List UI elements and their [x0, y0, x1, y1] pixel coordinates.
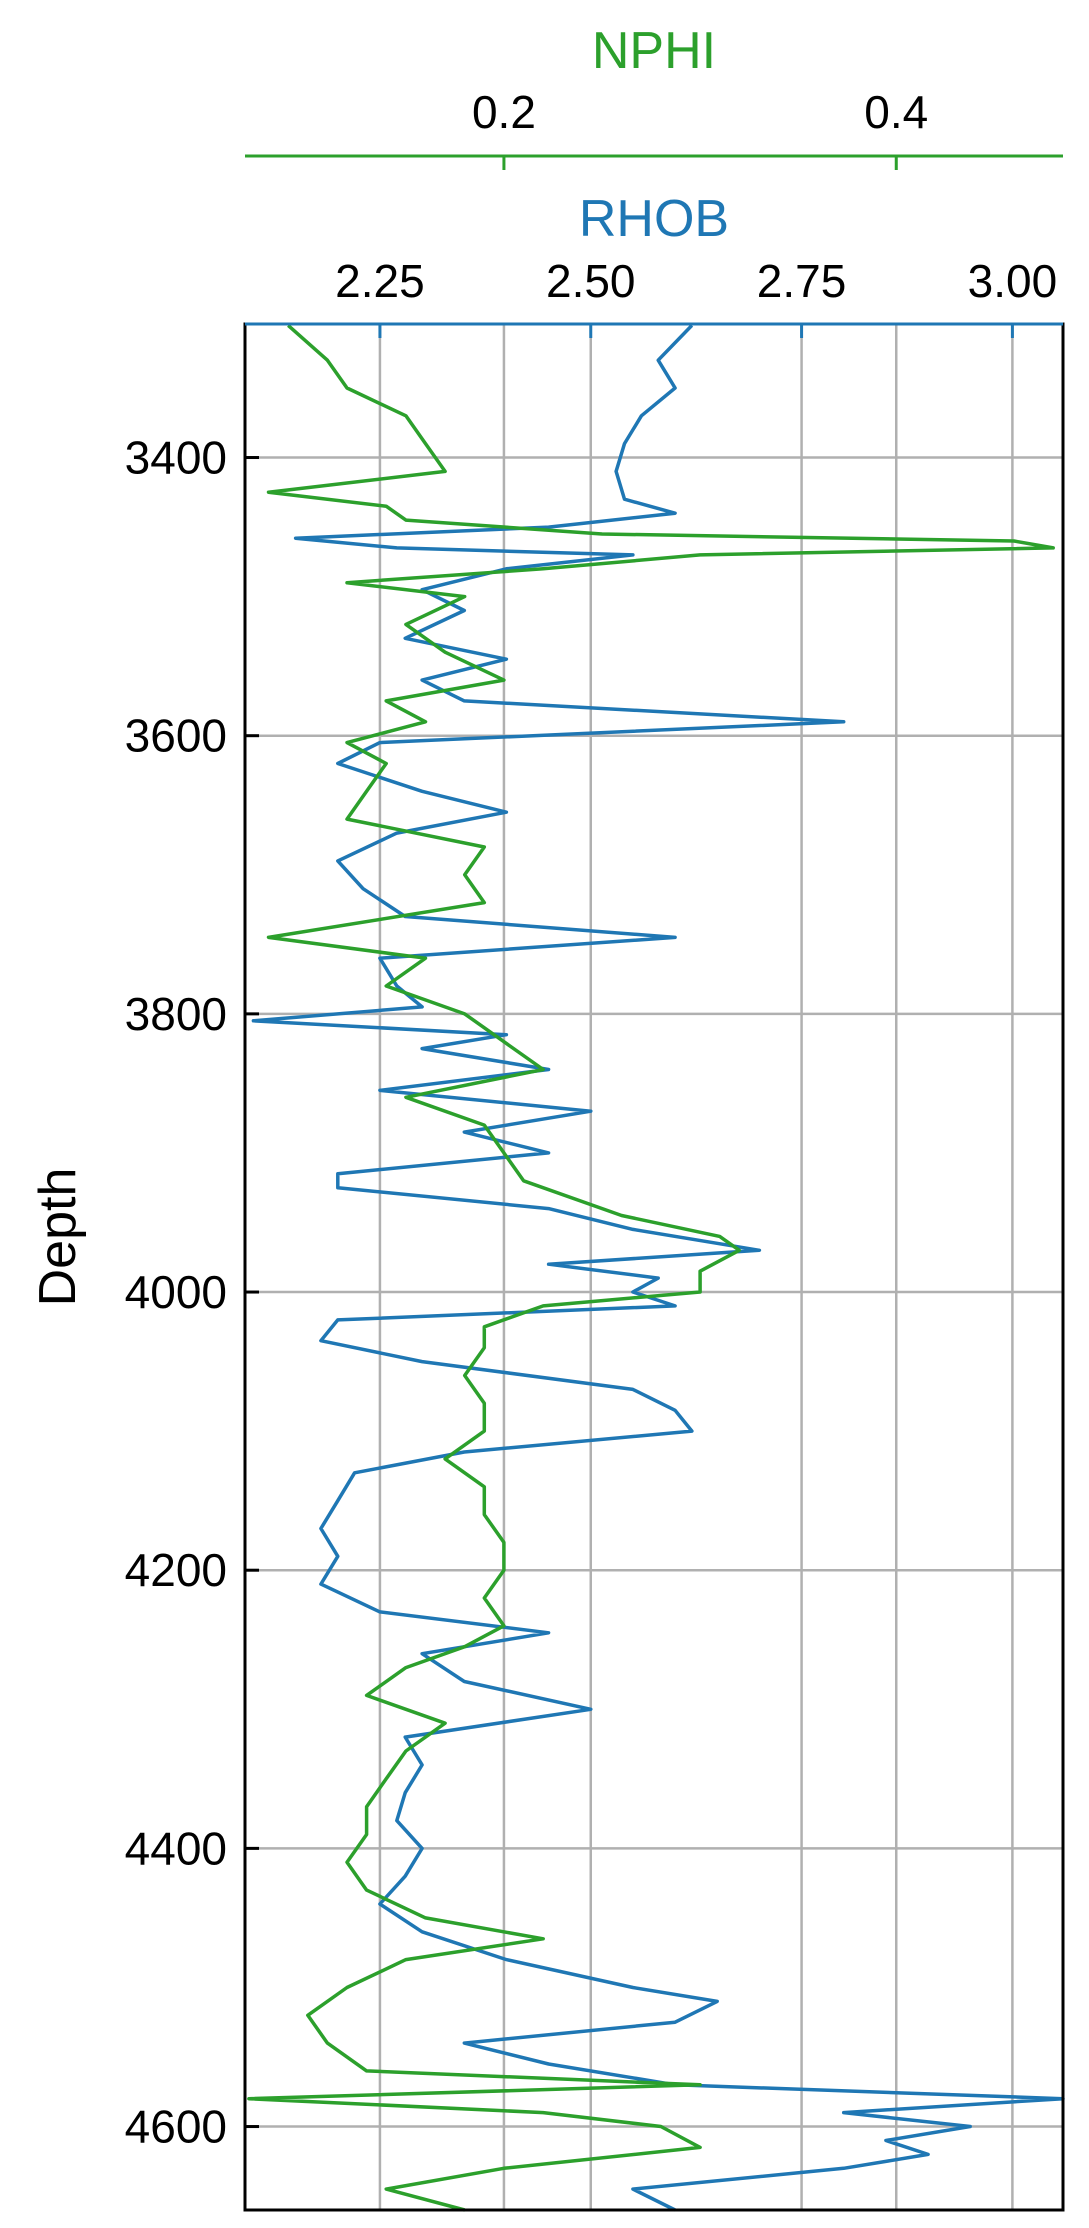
depth-tick-label: 4600	[125, 2101, 227, 2153]
depth-axis-title: Depth	[29, 1168, 87, 1307]
depth-tick-label: 4400	[125, 1822, 227, 1874]
series-layer	[247, 324, 1065, 2212]
nphi-tick-label: 0.4	[864, 86, 928, 138]
rhob-tick-label: 2.75	[757, 255, 847, 307]
depth-tick-label: 3800	[125, 988, 227, 1040]
grid-lines	[245, 324, 1063, 2210]
rhob-axis-title: RHOB	[579, 190, 729, 248]
rhob-axis: 2.25 2.50 2.75 3.00	[245, 255, 1063, 338]
nphi-axis: 0.2 0.4	[245, 86, 1063, 170]
rhob-series-line	[251, 324, 1065, 2212]
depth-axis: 3400 3600 3800 4000 4200 4400 4600	[125, 432, 259, 2153]
rhob-tick-label: 3.00	[968, 255, 1058, 307]
depth-tick-label: 4200	[125, 1544, 227, 1596]
depth-tick-label: 3400	[125, 432, 227, 484]
depth-tick-label: 4000	[125, 1266, 227, 1318]
depth-tick-label: 3600	[125, 710, 227, 762]
plot-frame	[243, 322, 1065, 2212]
nphi-series-line	[247, 324, 1055, 2212]
rhob-tick-label: 2.25	[335, 255, 425, 307]
nphi-tick-label: 0.2	[472, 86, 536, 138]
nphi-axis-title: NPHI	[592, 22, 716, 80]
rhob-tick-label: 2.50	[546, 255, 636, 307]
